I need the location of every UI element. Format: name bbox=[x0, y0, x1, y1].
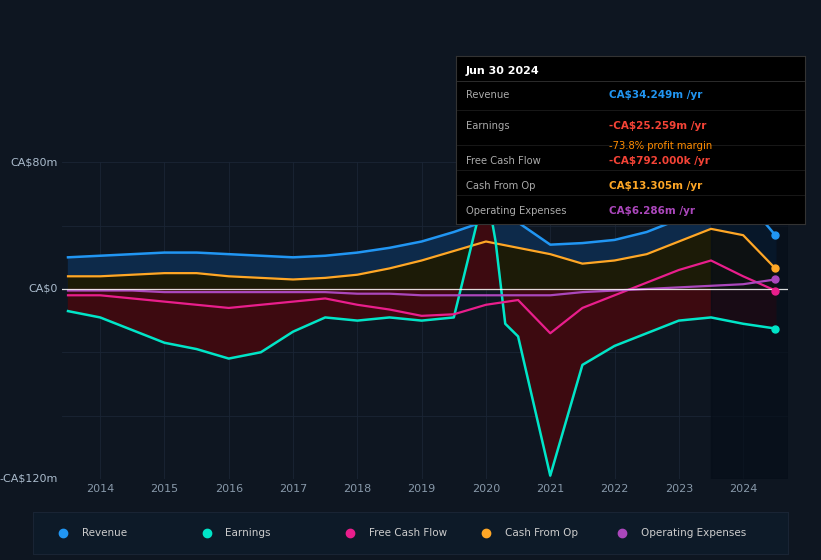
Text: -CA$25.259m /yr: -CA$25.259m /yr bbox=[609, 121, 707, 130]
Text: -CA$120m: -CA$120m bbox=[0, 474, 58, 484]
Text: Revenue: Revenue bbox=[466, 91, 510, 100]
Text: Free Cash Flow: Free Cash Flow bbox=[466, 156, 541, 166]
Text: -CA$792.000k /yr: -CA$792.000k /yr bbox=[609, 156, 710, 166]
Text: CA$0: CA$0 bbox=[29, 284, 58, 294]
Text: Free Cash Flow: Free Cash Flow bbox=[369, 529, 447, 538]
Text: Revenue: Revenue bbox=[82, 529, 127, 538]
Text: Jun 30 2024: Jun 30 2024 bbox=[466, 66, 540, 76]
Text: CA$6.286m /yr: CA$6.286m /yr bbox=[609, 207, 695, 216]
Bar bbox=[711, 162, 788, 479]
Text: CA$13.305m /yr: CA$13.305m /yr bbox=[609, 181, 703, 191]
Text: Earnings: Earnings bbox=[226, 529, 271, 538]
Text: -73.8% profit margin: -73.8% profit margin bbox=[609, 141, 713, 151]
Text: Operating Expenses: Operating Expenses bbox=[466, 207, 566, 216]
Text: Operating Expenses: Operating Expenses bbox=[641, 529, 746, 538]
Text: CA$80m: CA$80m bbox=[11, 157, 58, 167]
Text: Cash From Op: Cash From Op bbox=[505, 529, 578, 538]
Text: Earnings: Earnings bbox=[466, 121, 510, 130]
Text: Cash From Op: Cash From Op bbox=[466, 181, 535, 191]
Text: CA$34.249m /yr: CA$34.249m /yr bbox=[609, 91, 703, 100]
